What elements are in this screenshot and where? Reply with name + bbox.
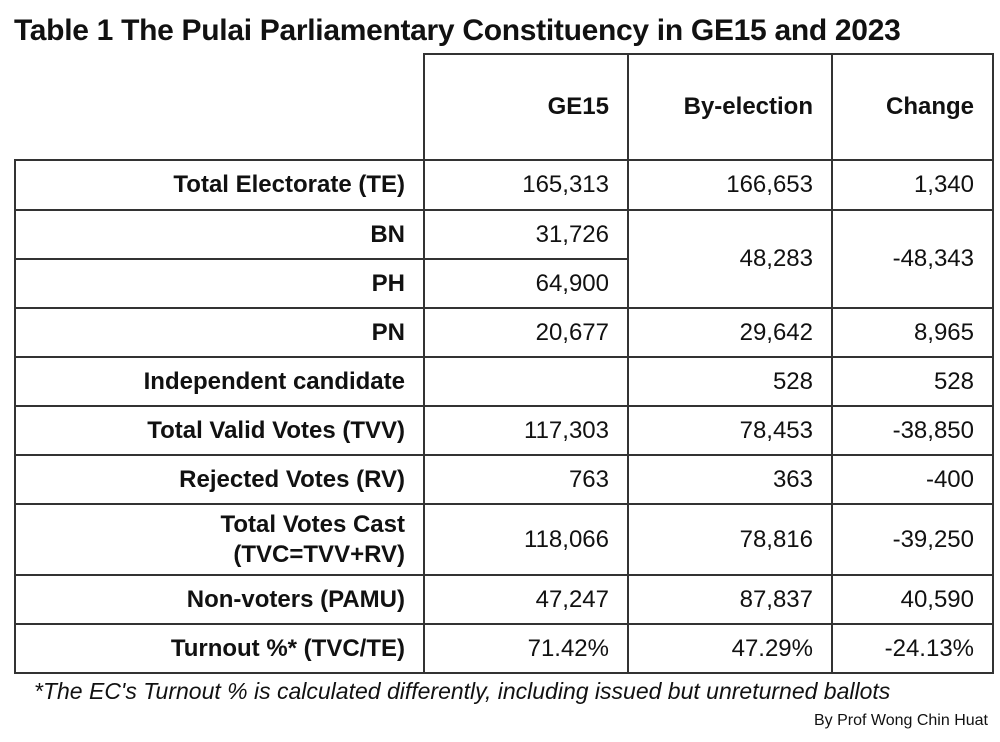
cell-pn-by: 29,642 [627, 307, 833, 358]
cell-ind-change: 528 [831, 356, 994, 407]
cell-ph-ge15: 64,900 [423, 258, 629, 309]
cell-te-change: 1,340 [831, 159, 994, 211]
author-credit: By Prof Wong Chin Huat [813, 712, 988, 729]
table-row: PN 20,677 29,642 8,965 [14, 307, 994, 358]
cell-tvv-by: 78,453 [627, 405, 833, 456]
cell-nv-change: 40,590 [831, 574, 994, 625]
cell-bn-ph-by: 48,283 [627, 209, 833, 309]
row-label-rv: Rejected Votes (RV) [14, 454, 425, 505]
table-row: Non-voters (PAMU) 47,247 87,837 40,590 [14, 574, 994, 625]
column-header-ge15: GE15 [423, 53, 629, 161]
results-table: GE15 By-election Change Total Electorate… [14, 53, 994, 674]
row-label-tvc-line2: (TVC=TVV+RV) [233, 540, 405, 568]
column-header-change: Change [831, 53, 994, 161]
row-label-independent: Independent candidate [14, 356, 425, 407]
row-label-total-electorate: Total Electorate (TE) [14, 159, 425, 211]
cell-ind-ge15 [423, 356, 629, 407]
cell-turnout-ge15: 71.42% [423, 623, 629, 674]
cell-rv-ge15: 763 [423, 454, 629, 505]
header-row: GE15 By-election Change [15, 53, 994, 161]
table-row: Total Votes Cast (TVC=TVV+RV) 118,066 78… [14, 503, 994, 576]
header-corner [15, 54, 425, 161]
cell-pn-ge15: 20,677 [423, 307, 629, 358]
table-row: Rejected Votes (RV) 763 363 -400 [14, 454, 994, 505]
cell-tvc-change: -39,250 [831, 503, 994, 576]
table-row: Turnout %* (TVC/TE) 71.42% 47.29% -24.13… [14, 623, 994, 674]
row-label-bn: BN [14, 209, 425, 260]
cell-nv-ge15: 47,247 [423, 574, 629, 625]
row-label-tvv: Total Valid Votes (TVV) [14, 405, 425, 456]
cell-pn-change: 8,965 [831, 307, 994, 358]
table-row: BN 31,726 48,283 -48,343 [14, 209, 994, 309]
row-label-non-voters: Non-voters (PAMU) [14, 574, 425, 625]
table-title: Table 1 The Pulai Parliamentary Constitu… [14, 14, 901, 47]
cell-bn-ph-change: -48,343 [831, 209, 994, 309]
table-row: PH 64,900 [14, 258, 993, 309]
cell-rv-by: 363 [627, 454, 833, 505]
footnote: *The EC's Turnout % is calculated differ… [34, 678, 891, 704]
row-label-pn: PN [14, 307, 425, 358]
cell-turnout-change: -24.13% [831, 623, 994, 674]
cell-tvc-ge15: 118,066 [423, 503, 629, 576]
cell-te-by: 166,653 [627, 159, 833, 211]
cell-nv-by: 87,837 [627, 574, 833, 625]
row-label-tvc: Total Votes Cast (TVC=TVV+RV) [14, 503, 425, 576]
column-header-by-election: By-election [627, 53, 833, 161]
cell-te-ge15: 165,313 [423, 159, 629, 211]
table-row: Total Valid Votes (TVV) 117,303 78,453 -… [14, 405, 994, 456]
row-label-turnout: Turnout %* (TVC/TE) [14, 623, 425, 674]
cell-tvv-change: -38,850 [831, 405, 994, 456]
cell-ind-by: 528 [627, 356, 833, 407]
cell-tvc-by: 78,816 [627, 503, 833, 576]
row-label-tvc-line1: Total Votes Cast [220, 510, 405, 538]
row-label-ph: PH [14, 258, 425, 309]
cell-bn-ge15: 31,726 [423, 209, 629, 260]
table-row: Total Electorate (TE) 165,313 166,653 1,… [14, 159, 994, 211]
cell-turnout-by: 47.29% [627, 623, 833, 674]
table-row: Independent candidate 528 528 [14, 356, 994, 407]
cell-tvv-ge15: 117,303 [423, 405, 629, 456]
cell-rv-change: -400 [831, 454, 994, 505]
